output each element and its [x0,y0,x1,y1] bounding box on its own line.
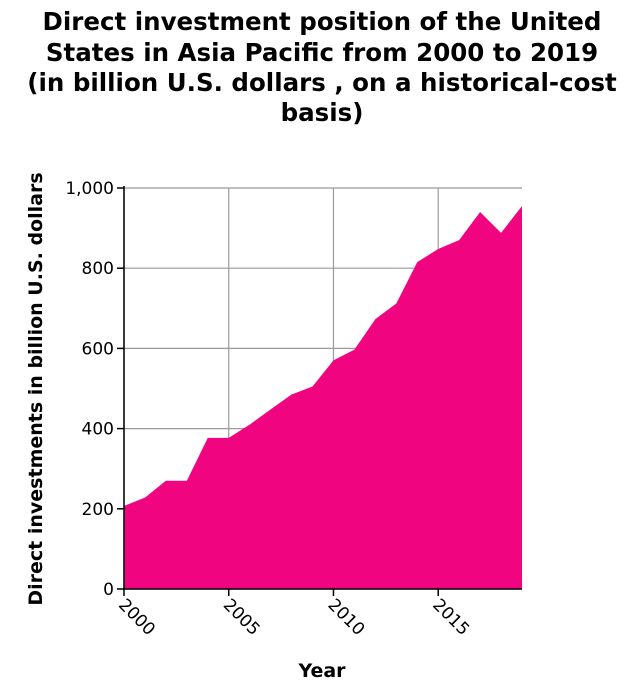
chart-title-line-1: Direct investment position of the United [43,7,602,36]
area-series [124,206,522,590]
y-tick-label-600: 600 [82,339,114,359]
y-axis-ticks: 0 200 400 600 800 1,000 [65,179,124,600]
axes [123,186,522,590]
area-fill [124,206,522,590]
y-tick-label-800: 800 [82,259,114,279]
y-tick-label-400: 400 [82,420,114,440]
y-axis-label: Direct investments in billion U.S. dolla… [25,172,47,605]
y-tick-label-1000: 1,000 [65,179,114,199]
y-tick-label-200: 200 [82,500,114,520]
y-tick-label-0: 0 [103,580,114,600]
x-tick-label-2015: 2015 [428,595,473,640]
x-tick-label-2005: 2005 [219,595,264,640]
x-axis-ticks: 2000 2005 2010 2015 [114,589,473,640]
x-tick-label-2000: 2000 [114,595,159,640]
chart-title: Direct investment position of the United… [27,7,617,127]
chart-title-line-2: States in Asia Pacific from 2000 to 2019 [46,38,598,67]
x-axis-label: Year [297,660,346,682]
x-tick-label-2010: 2010 [324,595,369,640]
chart-title-line-4: basis) [281,98,364,127]
chart-title-line-3: (in billion U.S. dollars , on a historic… [27,68,617,97]
